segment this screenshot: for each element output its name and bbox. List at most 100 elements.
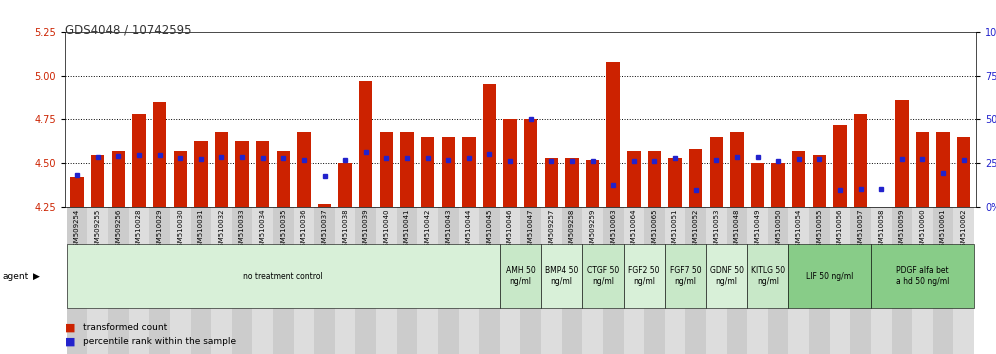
Bar: [912, 207, 933, 354]
Bar: [545, 158, 558, 207]
Text: FGF2 50
ng/ml: FGF2 50 ng/ml: [628, 267, 660, 286]
Bar: [647, 151, 661, 207]
Bar: [583, 207, 603, 354]
Bar: [768, 207, 789, 354]
Bar: [854, 114, 868, 207]
Bar: [190, 207, 211, 354]
Bar: [128, 207, 149, 354]
Bar: [524, 120, 538, 207]
Bar: [809, 207, 830, 354]
Bar: [170, 207, 190, 354]
Bar: [792, 151, 806, 207]
Bar: [709, 137, 723, 207]
Text: LIF 50 ng/ml: LIF 50 ng/ml: [806, 272, 854, 281]
Bar: [689, 149, 702, 207]
Bar: [541, 207, 562, 354]
Bar: [88, 207, 108, 354]
Bar: [132, 114, 145, 207]
Text: transformed count: transformed count: [83, 323, 167, 332]
Bar: [586, 160, 600, 207]
Text: ▶: ▶: [33, 272, 40, 281]
Text: GDNF 50
ng/ml: GDNF 50 ng/ml: [709, 267, 744, 286]
Bar: [356, 207, 376, 354]
Bar: [933, 207, 953, 354]
Bar: [603, 207, 623, 354]
Bar: [112, 151, 125, 207]
Bar: [706, 207, 727, 354]
Bar: [232, 207, 252, 354]
Bar: [730, 132, 744, 207]
Bar: [173, 151, 187, 207]
Bar: [318, 204, 332, 207]
Bar: [895, 100, 908, 207]
Bar: [500, 207, 520, 354]
Bar: [297, 132, 311, 207]
Bar: [462, 137, 475, 207]
Bar: [789, 207, 809, 354]
Bar: [562, 207, 583, 354]
Bar: [891, 207, 912, 354]
Bar: [421, 137, 434, 207]
Bar: [623, 207, 644, 354]
Bar: [339, 163, 352, 207]
Bar: [685, 207, 706, 354]
Bar: [503, 120, 517, 207]
Bar: [194, 141, 207, 207]
Bar: [376, 207, 396, 354]
Bar: [149, 207, 170, 354]
Bar: [871, 207, 891, 354]
Bar: [294, 207, 314, 354]
Bar: [71, 177, 84, 207]
Bar: [851, 207, 871, 354]
Bar: [314, 207, 335, 354]
Bar: [874, 207, 888, 219]
Text: CTGF 50
ng/ml: CTGF 50 ng/ml: [587, 267, 619, 286]
Text: agent: agent: [3, 272, 29, 281]
Bar: [664, 207, 685, 354]
Bar: [235, 141, 249, 207]
Bar: [438, 207, 458, 354]
Bar: [400, 132, 413, 207]
Bar: [379, 132, 393, 207]
Text: ■: ■: [65, 337, 76, 347]
Bar: [277, 151, 290, 207]
Bar: [936, 132, 950, 207]
Bar: [108, 207, 128, 354]
Text: percentile rank within the sample: percentile rank within the sample: [83, 337, 236, 346]
Bar: [252, 207, 273, 354]
Text: KITLG 50
ng/ml: KITLG 50 ng/ml: [751, 267, 785, 286]
Text: PDGF alfa bet
a hd 50 ng/ml: PDGF alfa bet a hd 50 ng/ml: [895, 267, 949, 286]
Bar: [256, 141, 269, 207]
Bar: [152, 102, 166, 207]
Bar: [483, 84, 496, 207]
Text: AMH 50
ng/ml: AMH 50 ng/ml: [506, 267, 535, 286]
Bar: [520, 207, 541, 354]
Bar: [215, 132, 228, 207]
Bar: [91, 155, 105, 207]
Text: no treatment control: no treatment control: [243, 272, 323, 281]
Text: FGF7 50
ng/ml: FGF7 50 ng/ml: [669, 267, 701, 286]
Text: ■: ■: [65, 322, 76, 332]
Bar: [727, 207, 747, 354]
Bar: [566, 158, 579, 207]
Bar: [607, 62, 620, 207]
Bar: [67, 207, 88, 354]
Text: GDS4048 / 10742595: GDS4048 / 10742595: [65, 23, 191, 36]
Bar: [335, 207, 356, 354]
Bar: [458, 207, 479, 354]
Bar: [417, 207, 438, 354]
Bar: [813, 155, 826, 207]
Bar: [915, 132, 929, 207]
Bar: [751, 163, 764, 207]
Bar: [396, 207, 417, 354]
Bar: [479, 207, 500, 354]
Bar: [211, 207, 232, 354]
Bar: [273, 207, 294, 354]
Bar: [834, 125, 847, 207]
Bar: [957, 137, 970, 207]
Bar: [747, 207, 768, 354]
Bar: [360, 81, 373, 207]
Bar: [644, 207, 664, 354]
Text: BMP4 50
ng/ml: BMP4 50 ng/ml: [545, 267, 579, 286]
Bar: [772, 163, 785, 207]
